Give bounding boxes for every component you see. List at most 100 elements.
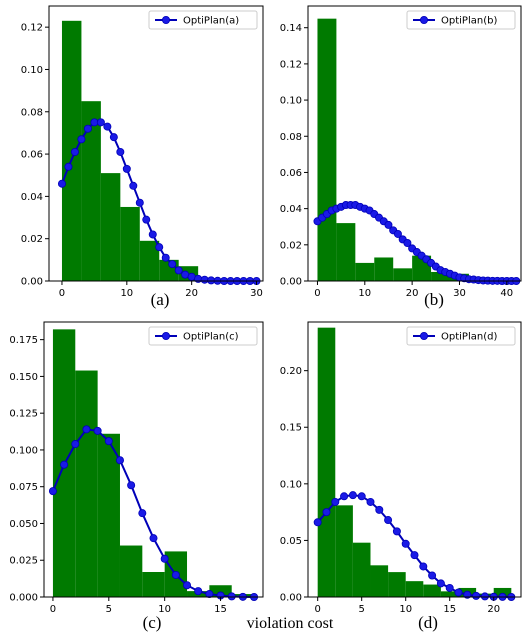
x-tick-label: 0 (314, 604, 320, 615)
histogram-bar (317, 327, 336, 597)
curve-point (322, 508, 331, 517)
curve-point (375, 505, 384, 514)
legend: OptiPlan(c) (148, 326, 258, 346)
histogram-bar (370, 565, 389, 597)
y-tick-label: 0.00 (21, 277, 43, 288)
curve-point (155, 243, 164, 252)
curve-point (161, 253, 170, 262)
y-tick-label: 0.125 (9, 409, 38, 420)
legend-box (148, 326, 258, 346)
x-tick-label: 30 (453, 288, 466, 299)
histogram-bar (335, 505, 353, 597)
curve-point (129, 181, 138, 190)
y-tick-label: 0.04 (280, 204, 302, 215)
histogram-bar (388, 572, 406, 597)
x-tick-label: 15 (443, 604, 456, 615)
curve-point (60, 460, 69, 469)
histogram-bar (142, 572, 165, 597)
curve-point (174, 266, 183, 275)
legend-label: OptiPlan(d) (441, 332, 497, 343)
curve-point (454, 588, 463, 597)
curve-point (348, 491, 357, 500)
y-tick-label: 0.075 (9, 482, 38, 493)
curve-point (410, 551, 419, 560)
histogram-bar (352, 542, 371, 597)
curve-point (104, 437, 113, 446)
curve-point (472, 591, 481, 600)
curve-point (313, 518, 322, 527)
curve-point (384, 516, 393, 525)
y-tick-label: 0.12 (21, 23, 43, 34)
curve-point (160, 554, 169, 563)
x-tick-label: 15 (214, 604, 227, 615)
axes-frame (48, 5, 264, 282)
y-tick-label: 0.06 (21, 150, 43, 161)
curve-point (200, 275, 209, 284)
curve-point (168, 260, 177, 269)
axes-frame (43, 321, 264, 598)
legend-marker-swatch (419, 331, 428, 340)
y-tick-label: 0.050 (9, 519, 38, 530)
histogram-bar (119, 545, 143, 597)
curve-point (48, 487, 57, 496)
y-tick-label: 0.00 (280, 277, 302, 288)
y-tick-label: 0.175 (9, 335, 38, 346)
curve-point (57, 179, 66, 188)
x-tick-label: 0 (50, 604, 56, 615)
panel-a: 0 10 20 30 0.00 0.02 0.04 0.06 0.08 0.10 0.12 OptiP… (21, 5, 264, 309)
panel-label: (a) (151, 290, 170, 309)
curve-point (401, 539, 410, 548)
x-tick-label: 30 (250, 288, 263, 299)
curve-point (392, 527, 401, 536)
panel-label: (d) (418, 613, 438, 632)
histogram-bar (100, 173, 121, 281)
curve-point (227, 592, 236, 601)
legend-label: OptiPlan(a) (183, 16, 239, 27)
legend: OptiPlan(b) (406, 10, 516, 30)
legend: OptiPlan(d) (406, 326, 516, 346)
y-tick-label: 0.20 (280, 366, 302, 377)
curve-point (109, 133, 118, 142)
curve-point (148, 230, 157, 239)
y-tick-label: 0.06 (280, 168, 302, 179)
x-tick-label: 5 (106, 604, 112, 615)
legend-marker-swatch (161, 331, 170, 340)
panel-label: (c) (143, 613, 162, 632)
histogram-bar (336, 223, 356, 281)
legend-marker-swatch (161, 15, 170, 24)
curve-point (357, 492, 366, 501)
panel-c: 0 5 10 15 0.000 0.025 0.050 0.075 0.100 0.125 0.15… (9, 321, 264, 632)
curve-point (64, 162, 73, 171)
histogram-bar (97, 433, 120, 597)
curve-point (103, 122, 112, 131)
histogram-bar (75, 370, 98, 597)
curve-point (480, 592, 489, 601)
x-tick-label: 20 (406, 288, 419, 299)
curve-point (71, 440, 80, 449)
x-tick-label: 5 (359, 604, 365, 615)
y-tick-label: 0.10 (280, 479, 302, 490)
histogram-bar (139, 240, 160, 281)
histogram-bar (120, 206, 140, 281)
y-tick-label: 0.12 (280, 59, 302, 70)
y-tick-label: 0.000 (9, 593, 38, 604)
curve-point (138, 509, 147, 518)
histogram-bar (317, 18, 337, 281)
curve-point (142, 215, 151, 224)
y-tick-label: 0.00 (280, 593, 302, 604)
legend-label: OptiPlan(c) (183, 332, 239, 343)
axes-frame (307, 321, 522, 598)
y-tick-label: 0.05 (280, 536, 302, 547)
y-tick-label: 0.02 (280, 240, 302, 251)
panel-d: 0 5 10 15 20 0.00 0.05 0.10 0.15 0.20 OptiPlan(d) (… (280, 321, 522, 632)
curve-point (403, 239, 412, 248)
curve-point (127, 481, 136, 490)
curve-point (194, 587, 203, 596)
curve-point (171, 570, 180, 579)
legend: OptiPlan(a) (148, 10, 258, 30)
curve-point (83, 124, 92, 133)
histogram-bar (374, 257, 394, 281)
x-tick-label: 20 (487, 604, 500, 615)
y-tick-label: 0.04 (21, 192, 43, 203)
